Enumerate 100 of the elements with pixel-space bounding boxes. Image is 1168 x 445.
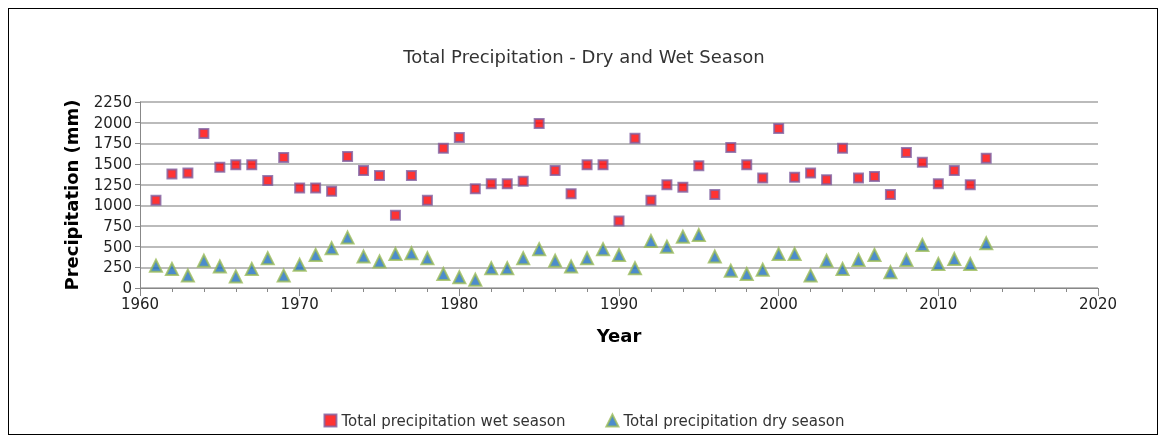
- point: [453, 132, 465, 144]
- point: [693, 160, 705, 172]
- point: [931, 257, 946, 272]
- point: [294, 182, 306, 194]
- point: [643, 233, 658, 248]
- y-tick-label: 1250: [93, 175, 132, 194]
- point: [773, 122, 785, 134]
- point: [198, 127, 210, 139]
- y-tick-label: 0: [122, 279, 132, 297]
- point: [645, 194, 657, 206]
- y-tick-label: 1750: [93, 134, 132, 153]
- point: [358, 165, 370, 177]
- point: [837, 142, 849, 154]
- point: [278, 151, 290, 163]
- point: [342, 151, 354, 163]
- point: [675, 229, 690, 244]
- x-tick-label: 2010: [919, 294, 958, 313]
- point: [533, 117, 545, 129]
- point: [725, 141, 737, 153]
- point: [404, 246, 419, 261]
- x-tick-label: 1970: [280, 294, 319, 313]
- point: [757, 172, 769, 184]
- point: [803, 268, 818, 283]
- point: [677, 181, 689, 193]
- point: [564, 259, 579, 274]
- point: [517, 175, 529, 187]
- point: [723, 263, 738, 278]
- point: [485, 178, 497, 190]
- point: [899, 252, 914, 267]
- point: [436, 266, 451, 281]
- point: [980, 152, 992, 164]
- y-tick-label: 500: [103, 237, 132, 256]
- point: [771, 247, 786, 262]
- point: [500, 261, 515, 276]
- point: [356, 249, 371, 264]
- x-tick-label: 1990: [599, 294, 639, 313]
- point: [661, 179, 673, 191]
- point: [420, 251, 435, 266]
- point: [388, 247, 403, 262]
- point: [612, 247, 626, 262]
- point: [884, 189, 896, 201]
- point: [340, 230, 355, 245]
- point: [549, 165, 561, 177]
- point: [150, 194, 162, 206]
- point: [915, 238, 930, 253]
- y-tick-label: 250: [103, 258, 132, 277]
- point: [374, 170, 385, 182]
- y-tick-label: 750: [103, 217, 132, 235]
- point: [900, 146, 912, 158]
- point: [214, 161, 226, 173]
- point: [916, 156, 928, 168]
- point: [580, 251, 595, 266]
- point: [516, 251, 531, 266]
- point: [405, 170, 417, 182]
- point: [180, 268, 195, 283]
- point: [581, 159, 593, 171]
- x-tick-label: 1960: [120, 294, 160, 313]
- point: [548, 253, 563, 268]
- point: [948, 165, 960, 177]
- point: [596, 242, 611, 257]
- point: [613, 215, 625, 227]
- point: [709, 189, 721, 201]
- x-tick-label: 2000: [759, 294, 798, 313]
- x-axis-title: Year: [595, 324, 642, 346]
- point: [228, 269, 243, 284]
- point: [629, 132, 641, 144]
- point: [468, 272, 483, 287]
- point: [308, 247, 323, 262]
- x-tick-label: 1980: [440, 294, 479, 313]
- legend-label: Total precipitation wet season: [340, 411, 566, 430]
- point: [787, 247, 802, 262]
- point: [389, 209, 401, 221]
- point: [148, 258, 163, 273]
- point: [484, 261, 499, 276]
- y-tick-label: 2000: [93, 113, 132, 132]
- point: [659, 239, 674, 254]
- point: [932, 178, 944, 190]
- point: [979, 236, 994, 251]
- point: [835, 261, 850, 276]
- point: [853, 172, 864, 184]
- point: [262, 175, 274, 187]
- point: [741, 159, 753, 171]
- x-tick-label: 2020: [1078, 294, 1118, 313]
- point: [421, 194, 433, 206]
- chart-title: Total Precipitation - Dry and Wet Season: [402, 45, 765, 67]
- legend-label: Total precipitation dry season: [622, 411, 845, 430]
- y-tick-label: 1000: [93, 196, 132, 215]
- point: [292, 257, 307, 272]
- y-tick-label: 1500: [93, 155, 132, 173]
- point: [324, 241, 339, 256]
- point: [452, 270, 467, 285]
- point: [821, 174, 833, 186]
- point: [868, 170, 880, 182]
- point: [164, 261, 179, 276]
- y-axis-title: Precipitation (mm): [60, 99, 82, 291]
- point: [372, 254, 387, 269]
- point: [867, 247, 882, 262]
- point: [532, 242, 547, 257]
- point: [707, 249, 722, 264]
- point: [196, 253, 211, 268]
